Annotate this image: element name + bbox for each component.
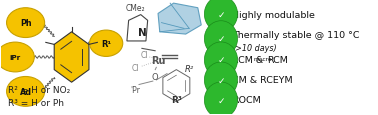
Text: R²: R² bbox=[184, 64, 194, 73]
Text: Thermally stable @ 110 °C: Thermally stable @ 110 °C bbox=[232, 30, 360, 39]
Text: (>10 days): (>10 days) bbox=[232, 44, 277, 53]
Text: macro: macro bbox=[254, 56, 272, 61]
Text: ROCM: ROCM bbox=[232, 96, 261, 105]
Text: ✓: ✓ bbox=[217, 35, 225, 44]
Text: Ad: Ad bbox=[20, 87, 32, 96]
Text: Cl: Cl bbox=[141, 51, 148, 60]
Text: R³ = H or Ph: R³ = H or Ph bbox=[8, 98, 64, 107]
Text: ✓: ✓ bbox=[217, 56, 225, 65]
Polygon shape bbox=[158, 4, 201, 35]
Ellipse shape bbox=[204, 82, 237, 115]
Ellipse shape bbox=[90, 31, 123, 57]
Ellipse shape bbox=[204, 62, 237, 98]
Text: ✓: ✓ bbox=[217, 96, 225, 105]
Text: R³: R³ bbox=[172, 95, 183, 104]
Text: N: N bbox=[138, 28, 147, 37]
Text: iPr: iPr bbox=[10, 55, 21, 60]
Text: RCM: RCM bbox=[267, 56, 288, 65]
Ellipse shape bbox=[6, 77, 45, 106]
Text: CMe₂: CMe₂ bbox=[126, 4, 146, 13]
Text: Highly modulable: Highly modulable bbox=[232, 10, 315, 19]
Text: RCM &: RCM & bbox=[232, 56, 266, 65]
Text: R¹: R¹ bbox=[101, 39, 111, 48]
Text: 'Pr: 'Pr bbox=[131, 85, 141, 94]
Ellipse shape bbox=[204, 0, 237, 33]
Ellipse shape bbox=[6, 9, 45, 38]
Text: Cl: Cl bbox=[132, 63, 139, 72]
Text: ✓: ✓ bbox=[217, 10, 225, 19]
Text: O: O bbox=[151, 72, 158, 81]
Text: R² = H or NO₂: R² = H or NO₂ bbox=[8, 85, 70, 94]
Polygon shape bbox=[54, 33, 89, 82]
Ellipse shape bbox=[0, 43, 34, 72]
Ellipse shape bbox=[204, 22, 237, 57]
Text: Ru: Ru bbox=[151, 56, 165, 66]
Text: Ph: Ph bbox=[20, 19, 31, 28]
Text: CM & RCEYM: CM & RCEYM bbox=[232, 76, 293, 85]
Ellipse shape bbox=[204, 43, 237, 78]
Text: ✓: ✓ bbox=[217, 76, 225, 85]
